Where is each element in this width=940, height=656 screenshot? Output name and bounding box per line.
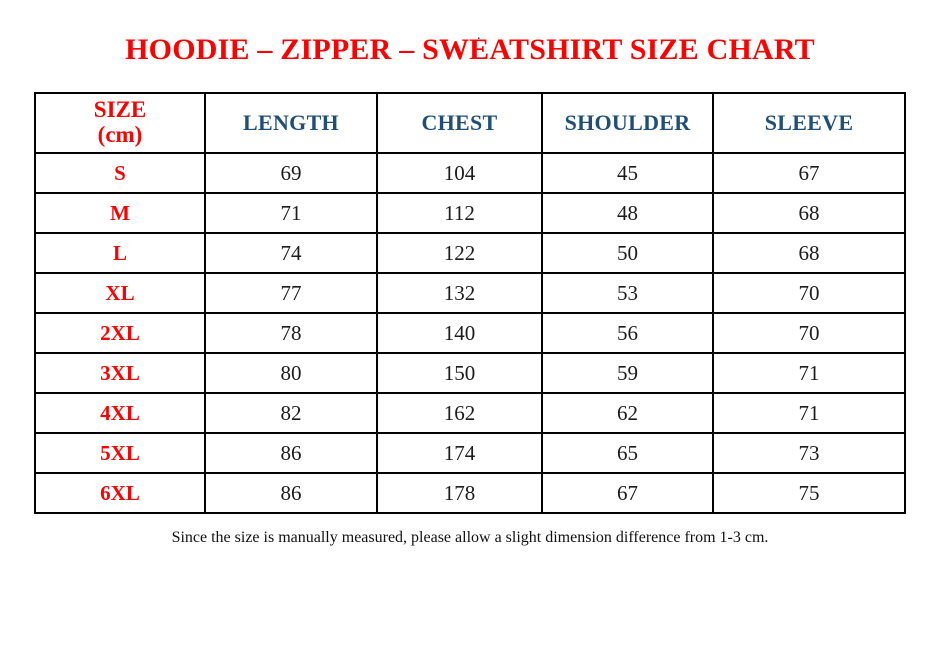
table-cell: 70	[712, 272, 906, 314]
table-cell: 86	[204, 432, 378, 474]
table-row: 3XL 80 150 59 71	[34, 352, 906, 394]
size-header-line1: SIZE	[93, 97, 147, 123]
table-cell: 45	[541, 152, 714, 194]
table-cell: 77	[204, 272, 378, 314]
column-header-sleeve: SLEEVE	[712, 92, 906, 154]
table-cell: 132	[376, 272, 543, 314]
table-row: 2XL 78 140 56 70	[34, 312, 906, 354]
table-cell: 56	[541, 312, 714, 354]
table-cell: 48	[541, 192, 714, 234]
table-cell: 68	[712, 192, 906, 234]
table-cell: 104	[376, 152, 543, 194]
table-cell: 50	[541, 232, 714, 274]
table-header: SIZE (cm) LENGTH CHEST SHOULDER SLEEVE	[34, 92, 906, 154]
size-header-line2: (cm)	[97, 122, 143, 147]
table-cell: 78	[204, 312, 378, 354]
table-cell: 112	[376, 192, 543, 234]
table-cell: 86	[204, 472, 378, 514]
table-row: XL 77 132 53 70	[34, 272, 906, 314]
table-cell: 178	[376, 472, 543, 514]
column-header-shoulder: SHOULDER	[541, 92, 714, 154]
table-cell: 122	[376, 232, 543, 274]
table-cell: 65	[541, 432, 714, 474]
table-cell: 80	[204, 352, 378, 394]
table-body: S 69 104 45 67 M 71 112 48 68 L 74 122 5…	[34, 152, 906, 514]
table-cell: 74	[204, 232, 378, 274]
row-size-label: 5XL	[34, 432, 206, 474]
page-title: HOODIE – ZIPPER – SWEATSHIRT SIZE CHART	[125, 33, 815, 66]
row-size-label: 4XL	[34, 392, 206, 434]
table-cell: 71	[204, 192, 378, 234]
table-cell: 53	[541, 272, 714, 314]
row-size-label: S	[34, 152, 206, 194]
table-cell: 174	[376, 432, 543, 474]
row-size-label: 2XL	[34, 312, 206, 354]
table-cell: 67	[541, 472, 714, 514]
row-size-label: XL	[34, 272, 206, 314]
table-cell: 59	[541, 352, 714, 394]
table-cell: 150	[376, 352, 543, 394]
table-cell: 71	[712, 392, 906, 434]
table-cell: 70	[712, 312, 906, 354]
header-row: SIZE (cm) LENGTH CHEST SHOULDER SLEEVE	[34, 92, 906, 154]
table-row: 6XL 86 178 67 75	[34, 472, 906, 514]
row-size-label: M	[34, 192, 206, 234]
size-chart-table: SIZE (cm) LENGTH CHEST SHOULDER SLEEVE S…	[34, 92, 906, 514]
measurement-disclaimer: Since the size is manually measured, ple…	[171, 529, 769, 546]
column-header-chest: CHEST	[376, 92, 543, 154]
row-size-label: 6XL	[34, 472, 206, 514]
row-size-label: 3XL	[34, 352, 206, 394]
table-row: 4XL 82 162 62 71	[34, 392, 906, 434]
stray-dot-mark: .	[477, 28, 481, 43]
table-cell: 62	[541, 392, 714, 434]
table-cell: 73	[712, 432, 906, 474]
row-size-label: L	[34, 232, 206, 274]
table-row: 5XL 86 174 65 73	[34, 432, 906, 474]
table-cell: 140	[376, 312, 543, 354]
table-cell: 67	[712, 152, 906, 194]
table-cell: 82	[204, 392, 378, 434]
column-header-size: SIZE (cm)	[34, 92, 206, 154]
table-row: L 74 122 50 68	[34, 232, 906, 274]
table-cell: 71	[712, 352, 906, 394]
table-cell: 68	[712, 232, 906, 274]
column-header-length: LENGTH	[204, 92, 378, 154]
table-row: M 71 112 48 68	[34, 192, 906, 234]
table-cell: 162	[376, 392, 543, 434]
table-cell: 75	[712, 472, 906, 514]
table-row: S 69 104 45 67	[34, 152, 906, 194]
table-cell: 69	[204, 152, 378, 194]
